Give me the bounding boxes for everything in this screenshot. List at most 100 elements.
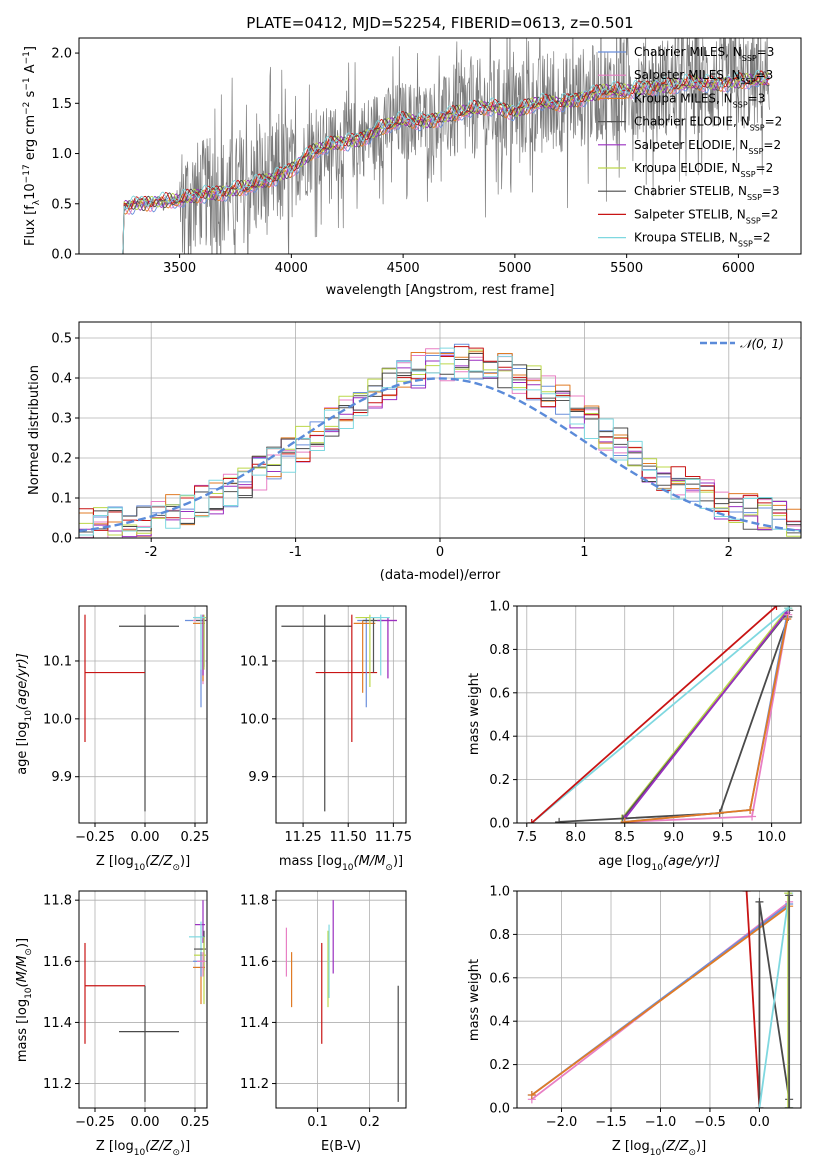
x-tick-label: 0.00: [131, 1115, 160, 1130]
x-tick-label: 8.5: [614, 830, 635, 845]
x-tick-label: 0.0: [749, 1115, 770, 1130]
y-tick-label: 1.5: [51, 97, 72, 112]
spectrum-xlabel: wavelength [Angstrom, rest frame]: [326, 283, 555, 298]
legend-label-salpeter_stelib: Salpeter STELIB, NSSP=2: [634, 207, 778, 225]
y-tick-label: 11.6: [43, 955, 72, 970]
weight-line-salpeter_stelib: [745, 891, 761, 1108]
y-tick-label: 0.4: [489, 730, 510, 745]
spectrum-panel: 3500 4000 4500 5000 5500 6000 0.0 0.5 1.0 1.5 2.0: [51, 37, 802, 276]
y-tick-label: 0.5: [51, 332, 72, 347]
legend-label-kroupa_stelib: Kroupa STELIB, NSSP=2: [634, 231, 771, 249]
x-tick-label: -1: [289, 545, 302, 560]
mass_vs_Z-panel-plot-area: [79, 891, 207, 1108]
y-tick-label: 0.2: [489, 773, 510, 788]
y-tick-label: 0.5: [51, 197, 72, 212]
y-tick-label: 0.4: [51, 372, 72, 387]
axes-frame: [275, 605, 407, 824]
x-tick-label: 4000: [275, 261, 308, 276]
x-tick-label: −0.5: [694, 1115, 726, 1130]
x-tick-label: 4500: [387, 261, 420, 276]
weight-marker-kroupa_miles: [527, 1090, 536, 1099]
model-spectrum-kroupa_stelib: [121, 69, 770, 254]
weight-marker-kroupa_stelib: [755, 1104, 764, 1108]
y-tick-label: 10.1: [43, 654, 72, 669]
axes-frame: [275, 890, 407, 1109]
weight_vs_Z-panel: −2.0 −1.5 −1.0 −0.5 0.0 0.0 0.2 0.4 0.6 0.8 1.0: [489, 885, 802, 1130]
model-spectrum-kroupa_elodie: [121, 72, 770, 254]
x-tick-label: 0.25: [181, 1115, 210, 1130]
x-tick-label: −0.25: [75, 830, 115, 845]
weight-age-ylabel: mass weight: [467, 673, 482, 755]
age-mass-xlabel: mass [log10(M/M⊙)]: [279, 854, 403, 873]
weight-marker-chabrier_stelib: [755, 897, 764, 906]
y-tick-label: 11.8: [240, 894, 269, 909]
x-tick-label: 0.1: [307, 1115, 328, 1130]
age-Z-ylabel: age [log10(age/yr)]: [15, 653, 34, 775]
axes-frame: [516, 890, 802, 1109]
model-spectrum-salpeter_elodie: [121, 73, 770, 254]
x-tick-label: −0.25: [75, 1115, 115, 1130]
residuals-panel: -2 -1 0 1 2 0.0 0.1 0.2 0.3 0.4 0.5: [51, 321, 802, 560]
weight_vs_age-panel: 7.5 8.0 8.5 9.0 9.5 10.0 0.0 0.2 0.4 0.6 0.8 1.0: [489, 600, 802, 845]
y-tick-label: 10.0: [240, 712, 269, 727]
y-tick-label: 0.6: [489, 686, 510, 701]
x-tick-label: -2: [145, 545, 158, 560]
weight-line-salpeter_elodie: [624, 611, 788, 820]
legend-label-kroupa_miles: Kroupa MILES, NSSP=3: [634, 91, 765, 109]
legend-label-chabrier_elodie: Chabrier ELODIE, NSSP=2: [634, 115, 782, 133]
weight-marker-chabrier_elodie: [785, 891, 794, 900]
y-tick-label: 0.4: [489, 1015, 510, 1030]
x-tick-label: −2.0: [546, 1115, 578, 1130]
x-tick-label: 11.50: [330, 830, 367, 845]
x-tick-label: 0: [436, 545, 444, 560]
y-tick-label: 10.0: [43, 712, 72, 727]
legend-label-chabrier_stelib: Chabrier STELIB, NSSP=3: [634, 184, 780, 202]
x-tick-label: 7.5: [516, 830, 537, 845]
y-tick-label: 1.0: [51, 147, 72, 162]
mass_vs_ebv-panel: 0.1 0.2 11.2 11.4 11.6 11.8: [240, 890, 407, 1130]
mass-ebv-xlabel: E(B-V): [321, 1139, 361, 1154]
x-tick-label: 9.0: [663, 830, 684, 845]
residuals-panel-plot-area: [79, 322, 801, 538]
y-tick-label: 0.3: [51, 412, 72, 427]
y-tick-label: 0.0: [489, 817, 510, 832]
y-tick-label: 0.0: [51, 532, 72, 547]
weight-line-kroupa_elodie: [621, 607, 789, 820]
x-tick-label: 3500: [163, 261, 196, 276]
y-tick-label: 11.6: [240, 955, 269, 970]
age_vs_Z-panel: −0.25 0.00 0.25 9.9 10.0 10.1: [43, 605, 209, 845]
axes-frame: [78, 37, 802, 255]
legend-label-chabrier_miles: Chabrier MILES, NSSP=3: [634, 45, 774, 63]
y-tick-label: 0.2: [51, 452, 72, 467]
spectrum-title: PLATE=0412, MJD=52254, FIBERID=0613, z=0…: [246, 14, 633, 32]
x-tick-label: 9.5: [712, 830, 733, 845]
residual-hist-kroupa_stelib: [79, 347, 801, 536]
y-tick-label: 0.6: [489, 971, 510, 986]
weight-Z-ylabel: mass weight: [467, 959, 482, 1041]
y-tick-label: 11.4: [43, 1016, 72, 1031]
weight_vs_age-panel-plot-area: [517, 606, 801, 823]
weight-Z-xlabel: Z [log10(Z/Z⊙)]: [612, 1139, 706, 1158]
age_vs_mass-panel-plot-area: [276, 606, 406, 823]
legend-label-gauss: 𝒩(0, 1): [740, 337, 784, 351]
x-tick-label: 10.0: [757, 830, 786, 845]
weight-marker-kroupa_elodie: [784, 1104, 793, 1108]
mass_vs_ebv-panel-plot-area: [276, 891, 406, 1108]
y-tick-label: 11.2: [43, 1077, 72, 1092]
weight_vs_Z-panel-plot-area: [517, 891, 801, 1108]
x-tick-label: 1: [580, 545, 588, 560]
axes-frame: [78, 890, 208, 1109]
weight-marker-chabrier_stelib: [555, 817, 564, 823]
y-tick-label: 11.4: [240, 1016, 269, 1031]
y-tick-label: 0.8: [489, 643, 510, 658]
legend-label-salpeter_miles: Salpeter MILES, NSSP=3: [634, 68, 773, 86]
y-tick-label: 2.0: [51, 47, 72, 62]
gaussian-curve: [79, 377, 801, 533]
residuals-xlabel: (data-model)/error: [380, 568, 501, 583]
mass-Z-ylabel: mass [log10(M/M⊙)]: [15, 938, 34, 1062]
model-spectrum-chabrier_stelib: [121, 71, 770, 254]
spectrum-panel-plot-area: [121, 38, 770, 254]
spectrum-ylabel: Flux [fλ10−17 erg cm−2 s−1 A−1]: [22, 46, 42, 246]
y-tick-label: 10.1: [240, 654, 269, 669]
x-tick-label: −1.0: [645, 1115, 677, 1130]
